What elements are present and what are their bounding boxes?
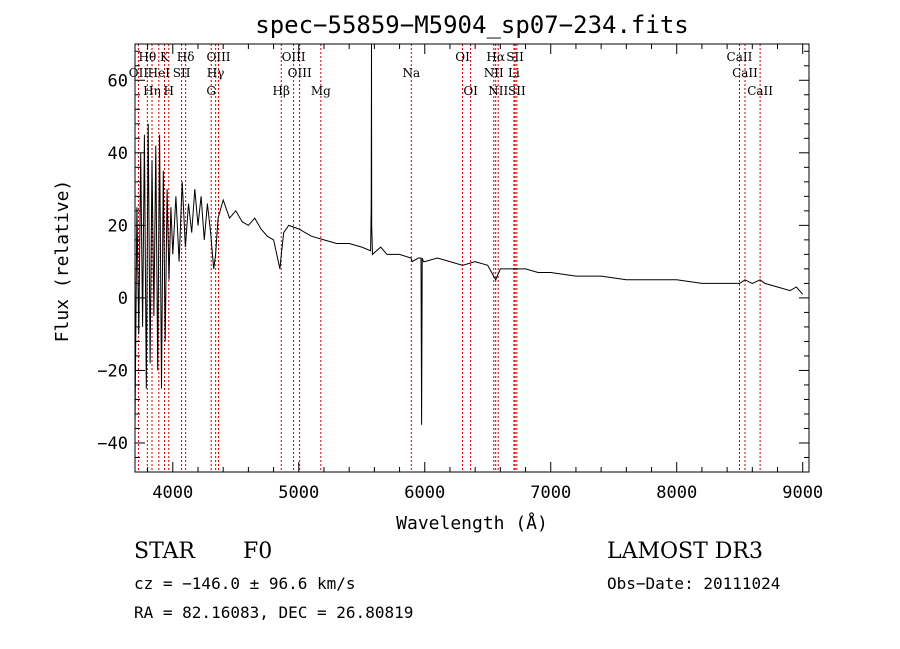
x-tick-label: 8000 [656, 483, 697, 503]
spectral-line-label: Na [402, 66, 420, 80]
x-tick-label: 7000 [530, 483, 571, 503]
observation-date: Obs−Date: 20111024 [607, 574, 781, 593]
chart-title: spec−55859−M5904_sp07−234.fits [255, 11, 688, 39]
y-tick-label: 40 [108, 144, 128, 164]
spectral-line-label: G [206, 84, 216, 98]
spectral-line-label: NII [484, 66, 504, 80]
redshift-info: cz = −146.0 ± 96.6 km/s [134, 574, 356, 593]
spectral-line-label: OIII [282, 50, 306, 64]
spectral-line-label: OIII [288, 66, 312, 80]
spectral-line-label: SII [508, 84, 526, 98]
x-tick-label: 5000 [278, 483, 319, 503]
spectral-line-markers [137, 44, 761, 472]
spectral-line-label: Hη [143, 84, 161, 98]
spectral-line-label: Hγ [207, 66, 225, 80]
spectral-line-label: CaII [727, 50, 753, 64]
spectral-line-label: NII [488, 84, 508, 98]
axes: 4000 5000 6000 7000 8000 9000 −40 −20 0 20 40 60 [97, 43, 823, 503]
spectrum-series-line [134, 43, 804, 425]
spectral-line-label: Hα [486, 50, 505, 64]
y-axis-label: Flux (relative) [52, 180, 73, 343]
spectral-line-label: H [164, 84, 174, 98]
plot-frame [134, 43, 810, 473]
spectral-line-label: OI [463, 84, 478, 98]
spectral-line-label: K [160, 50, 170, 64]
y-tick-label: 0 [118, 289, 128, 309]
spectral-line-label: OII [129, 66, 149, 80]
object-class: STAR [134, 539, 195, 564]
spectral-line-label: OI [455, 50, 470, 64]
spectral-line-label: Hθ [138, 50, 156, 64]
x-tick-label: 6000 [404, 483, 445, 503]
spectral-line-label: Hβ [273, 84, 290, 98]
y-tick-label: 20 [108, 216, 128, 236]
spectral-line-label: CaII [747, 84, 773, 98]
spectral-line-label: Mg [311, 84, 331, 98]
spectral-line-label: Li [508, 66, 520, 80]
spectral-line-label: Hδ [177, 50, 195, 64]
coordinates: RA = 82.16083, DEC = 26.80819 [134, 603, 414, 622]
spectral-line-label: OIII [206, 50, 230, 64]
spectral-line-label: SII [506, 50, 524, 64]
spectral-line-label: SII [173, 66, 191, 80]
y-tick-label: −40 [97, 434, 128, 454]
x-tick-label: 9000 [782, 483, 823, 503]
object-subclass: F0 [243, 539, 273, 564]
spectral-line-label: CaII [732, 66, 758, 80]
y-tick-label: −20 [97, 361, 128, 381]
x-axis-label: Wavelength (Å) [396, 512, 548, 534]
survey-name: LAMOST DR3 [607, 539, 763, 564]
x-tick-label: 4000 [152, 483, 193, 503]
spectral-line-label: HeI [148, 66, 171, 80]
y-tick-label: 60 [108, 71, 128, 91]
